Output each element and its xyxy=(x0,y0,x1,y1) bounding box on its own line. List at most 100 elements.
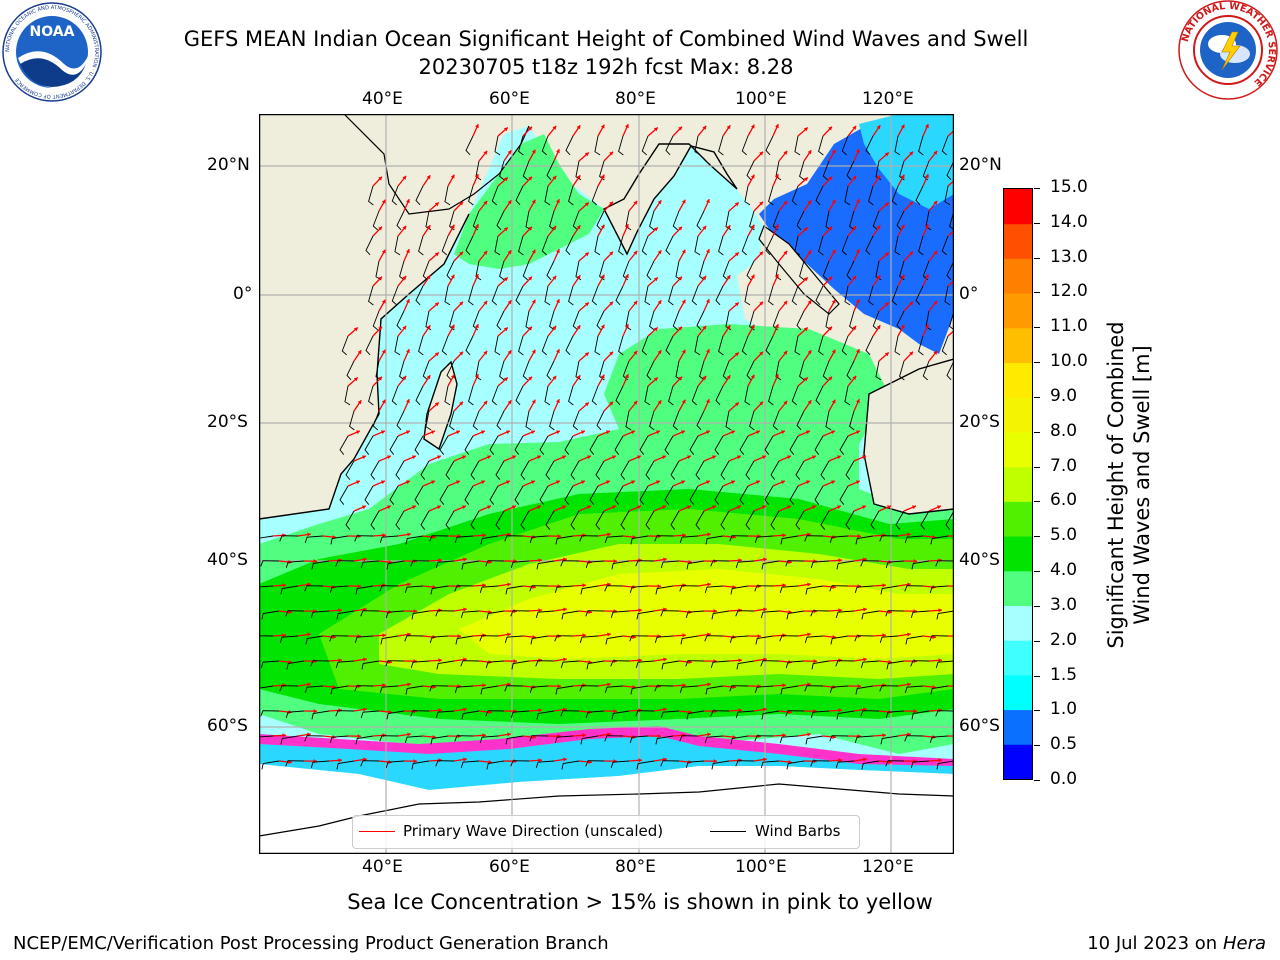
wind-barb xyxy=(572,210,580,231)
wave-direction-arrowhead xyxy=(734,302,739,307)
wind-barb xyxy=(594,135,601,156)
wind-barb xyxy=(749,310,755,331)
wave-direction-arrowhead xyxy=(562,505,566,510)
wave-direction-arrowhead xyxy=(406,349,410,354)
right-lat-label: 20°S xyxy=(959,412,1000,432)
wind-barb xyxy=(365,335,374,356)
wind-barb xyxy=(596,210,605,231)
wind-barb xyxy=(565,235,574,256)
wind-barb xyxy=(529,535,549,543)
colorbar-tick-mark xyxy=(1034,605,1040,607)
wind-barb xyxy=(760,610,780,618)
wind-barb xyxy=(525,410,532,431)
wind-barb xyxy=(854,585,874,593)
wind-barb xyxy=(689,485,699,505)
wave-direction-arrowhead xyxy=(707,682,711,687)
wave-direction-arrowhead xyxy=(831,349,836,354)
wind-barb xyxy=(875,360,882,381)
wind-barb xyxy=(605,635,624,645)
wave-direction-arrowhead xyxy=(925,324,929,329)
wind-barb xyxy=(555,535,574,545)
wind-barb xyxy=(435,710,455,718)
wind-barb xyxy=(879,635,899,643)
wave-direction-arrowhead xyxy=(938,608,942,613)
wave-direction-arrowhead xyxy=(803,177,808,182)
wind-barb xyxy=(744,385,751,406)
wind-barb xyxy=(585,610,605,617)
wave-direction-arrowhead xyxy=(483,400,488,405)
wind-barb xyxy=(754,685,774,693)
wave-direction-arrowhead xyxy=(838,758,842,763)
wave-direction-arrowhead xyxy=(638,658,642,663)
wave-direction-arrowhead xyxy=(407,732,411,737)
map-frame xyxy=(258,113,955,855)
wind-barb xyxy=(885,710,905,718)
wind-barb xyxy=(761,710,780,720)
colorbar-tick-mark xyxy=(1034,675,1040,677)
wind-barb xyxy=(361,660,380,670)
wind-barb xyxy=(705,685,724,695)
wind-barb xyxy=(368,285,374,306)
wind-barb xyxy=(804,685,824,692)
wave-direction-arrowhead xyxy=(528,126,533,131)
wind-barb xyxy=(439,435,449,455)
wave-direction-arrowhead xyxy=(912,505,916,510)
wind-barb xyxy=(836,560,855,570)
bottom-lon-label: 40°E xyxy=(362,857,403,877)
colorbar-tick-label: 0.5 xyxy=(1050,734,1078,755)
wave-direction-arrowhead xyxy=(381,430,385,435)
wind-barb xyxy=(815,185,824,206)
wave-direction-arrowhead xyxy=(633,250,638,255)
wind-barb xyxy=(429,535,449,542)
wind-barb xyxy=(604,735,624,742)
wind-barb xyxy=(368,385,374,406)
wave-direction-arrowhead xyxy=(381,199,386,204)
wave-direction-arrowhead xyxy=(828,326,833,331)
wind-barb xyxy=(714,435,724,455)
wave-direction-arrowhead xyxy=(856,430,860,435)
wind-barb xyxy=(810,560,830,568)
wind-barb xyxy=(346,360,355,381)
wind-barb xyxy=(899,260,905,281)
wind-barb xyxy=(794,235,801,256)
wave-direction-arrowhead xyxy=(681,299,686,304)
wave-direction-arrowhead xyxy=(712,505,716,510)
wind-barb xyxy=(259,585,274,588)
wind-barb xyxy=(496,210,505,231)
wind-barb xyxy=(585,760,605,767)
wave-direction-arrowhead xyxy=(657,734,661,739)
wind-barb xyxy=(496,310,505,331)
colorbar-segment xyxy=(1004,189,1032,225)
wind-barb xyxy=(779,635,799,642)
wind-barb xyxy=(685,660,705,667)
wind-barb xyxy=(704,735,724,743)
wave-direction-arrowhead xyxy=(459,201,464,206)
wave-direction-arrowhead xyxy=(507,300,512,305)
wave-direction-arrowhead xyxy=(633,400,638,405)
wave-direction-arrowhead xyxy=(563,757,567,762)
wave-direction-arrowhead xyxy=(757,634,761,639)
wave-direction-arrowhead xyxy=(606,480,610,485)
wind-barb xyxy=(514,435,524,455)
wind-barb xyxy=(822,260,830,281)
wave-direction-arrowhead xyxy=(933,250,938,255)
wind-barb xyxy=(494,235,501,256)
wind-barb xyxy=(699,360,705,381)
wave-direction-arrowhead xyxy=(783,300,788,305)
wave-direction-arrowhead xyxy=(531,299,536,304)
wind-barb xyxy=(546,260,555,281)
wave-direction-arrowhead xyxy=(475,174,479,179)
bottom-lon-label: 120°E xyxy=(862,857,914,877)
wind-barb xyxy=(860,660,880,668)
wind-barb xyxy=(589,435,599,455)
wind-barb xyxy=(780,535,799,545)
wind-barb xyxy=(846,360,855,381)
wind-barbs-legend-label: Wind Barbs xyxy=(755,822,841,840)
wind-barb xyxy=(310,760,330,768)
wind-barb xyxy=(820,460,830,480)
wind-barb xyxy=(920,510,930,530)
wind-barb xyxy=(918,235,924,256)
wave-direction-arrowhead xyxy=(663,657,667,662)
wind-barb xyxy=(391,185,399,206)
wind-barb xyxy=(280,585,299,595)
